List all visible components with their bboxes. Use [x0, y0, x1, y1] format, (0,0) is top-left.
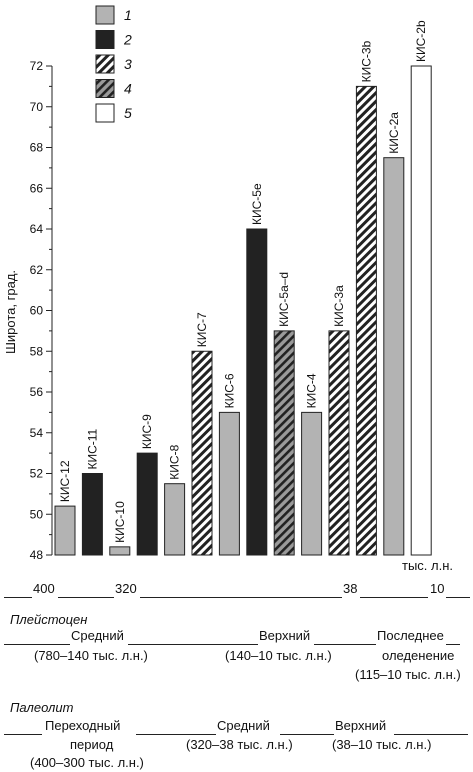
bar-кис-6 [218, 411, 240, 556]
bar-кис-7 [191, 350, 213, 556]
pleistocene-last-range: (115–10 тыс. л.н.) [355, 667, 461, 682]
bar-кис-4 [301, 411, 323, 556]
bar-label: КИС-9 [140, 414, 154, 449]
y-tick-label: 56 [30, 385, 44, 399]
bar-кис-5e [246, 228, 268, 556]
legend-label-3: 3 [124, 56, 132, 72]
bar-label: КИС-4 [305, 373, 319, 408]
legend-label-5: 5 [124, 105, 132, 121]
y-tick-label: 66 [30, 181, 44, 195]
legend-swatch-3 [95, 54, 115, 74]
bar-label: КИС-3a [332, 285, 346, 327]
bar-label: КИС-5e [250, 183, 264, 225]
paleolithic-middle-range: (320–38 тыс. л.н.) [186, 737, 293, 752]
legend-label-2: 2 [123, 32, 132, 48]
chart-legend: 1 2 3 4 5 [95, 5, 132, 123]
y-axis-label: Широта, град. [3, 270, 18, 354]
bar-label: КИС-3b [359, 40, 373, 82]
bar-label: КИС-2a [387, 112, 401, 154]
paleolithic-transition-range: (400–300 тыс. л.н.) [30, 755, 144, 770]
pleistocene-last-line1: Последнее [377, 628, 444, 643]
legend-swatch-2 [95, 30, 115, 49]
pleistocene-line [314, 644, 376, 645]
paleolithic-upper-range: (38–10 тыс. л.н.) [332, 737, 432, 752]
y-tick-label: 54 [30, 426, 44, 440]
pleistocene-middle-range: (780–140 тыс. л.н.) [34, 648, 148, 663]
bar-кис-8 [164, 483, 186, 556]
bar-кис-9 [136, 452, 158, 556]
bar-labels-group: КИС-12 КИС-11 КИС-10 КИС-9 КИС-8 КИС-7 КИС-6 КИ… [58, 20, 428, 543]
bar-кис-10 [109, 546, 131, 556]
bar-кис-3b [355, 85, 377, 556]
pleistocene-line [128, 644, 258, 645]
y-tick-label: 52 [30, 467, 44, 481]
paleolithic-transition-line1: Переходный [45, 718, 121, 733]
bar-label: КИС-12 [58, 460, 72, 502]
bar-label: КИС-10 [113, 501, 127, 543]
bars-group [54, 65, 432, 556]
paleolithic-upper: Верхний [335, 718, 387, 733]
y-tick-label: 72 [30, 59, 44, 73]
paleolithic-title: Палеолит [10, 700, 74, 715]
bar-label: КИС-2b [414, 20, 428, 62]
paleolithic-line [136, 734, 216, 735]
bar-кис-2a [383, 157, 405, 556]
bar-кис-5a-d [273, 330, 295, 556]
bar-кис-11 [81, 473, 103, 556]
y-tick-label: 60 [30, 304, 44, 318]
bar-label: КИС-5a–d [277, 272, 291, 327]
legend-label-1: 1 [124, 7, 132, 23]
pleistocene-line [446, 644, 460, 645]
pleistocene-line [4, 644, 70, 645]
pleistocene-middle: Средний [71, 628, 124, 643]
paleolithic-line [4, 734, 42, 735]
y-tick-label: 58 [30, 344, 44, 358]
bar-кис-2b [410, 65, 432, 556]
y-axis: 48 50 52 54 56 58 60 62 64 66 68 70 72 [30, 59, 53, 562]
pleistocene-upper-range: (140–10 тыс. л.н.) [225, 648, 332, 663]
y-tick-label: 70 [30, 100, 44, 114]
legend-label-4: 4 [124, 81, 132, 97]
y-tick-label: 48 [30, 548, 44, 562]
bar-label: КИС-8 [168, 444, 182, 479]
legend-swatch-5 [95, 103, 115, 123]
paleolithic-line [394, 734, 468, 735]
paleolithic-middle: Средний [217, 718, 270, 733]
y-tick-label: 50 [30, 507, 44, 521]
y-tick-label: 68 [30, 141, 44, 155]
pleistocene-last-line2: оледенение [382, 648, 455, 663]
paleolithic-transition-line2: период [70, 737, 114, 752]
bar-label: КИС-11 [85, 428, 99, 469]
legend-swatch-1 [95, 5, 115, 25]
pleistocene-upper: Верхний [259, 628, 311, 643]
bar-label: КИС-6 [222, 373, 236, 408]
bar-label: КИС-7 [195, 312, 209, 347]
pleistocene-title: Плейстоцен [10, 612, 88, 627]
bar-кис-12 [54, 505, 76, 556]
legend-swatch-4 [95, 79, 115, 98]
y-tick-label: 64 [30, 222, 44, 236]
paleolithic-line [280, 734, 334, 735]
bar-кис-3a [328, 330, 350, 556]
y-tick-label: 62 [30, 263, 44, 277]
